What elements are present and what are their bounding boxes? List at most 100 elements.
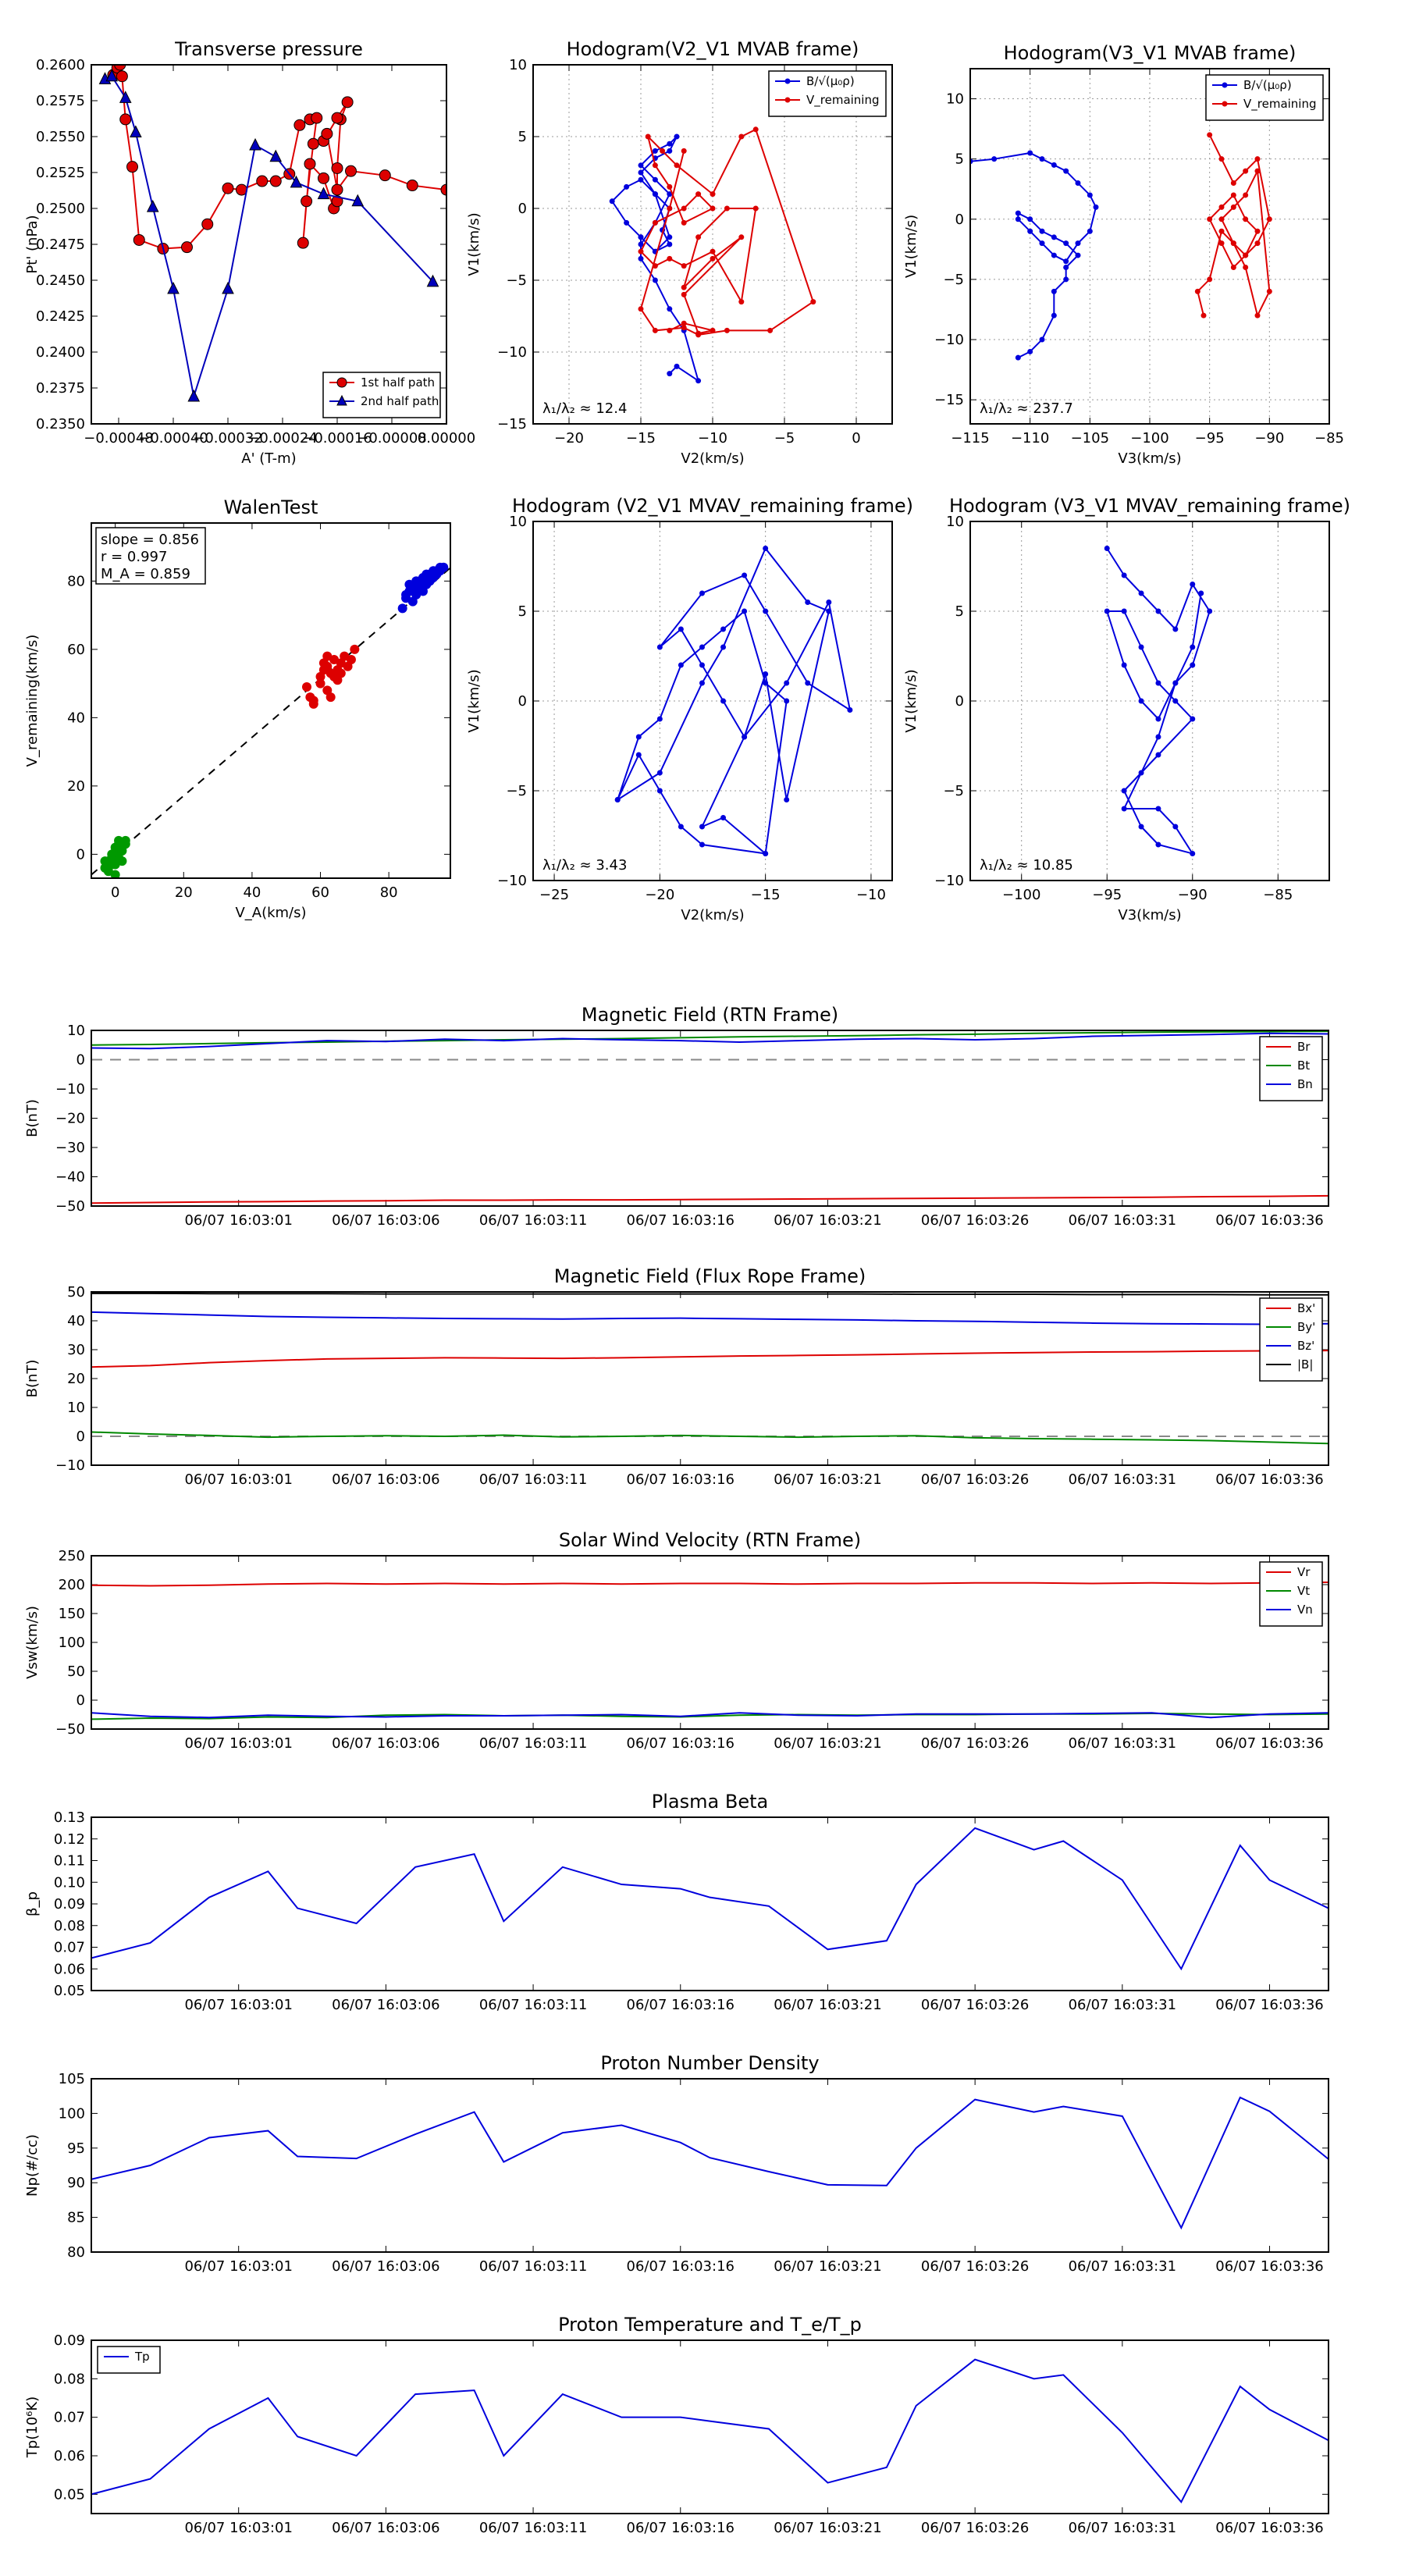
data-point <box>146 200 159 212</box>
y-tick-label: 10 <box>946 514 964 530</box>
series-0 <box>100 835 130 878</box>
y-tick-label: 60 <box>67 642 85 658</box>
data-point <box>426 274 439 287</box>
y-axis-label: B(nT) <box>24 1360 41 1398</box>
data-point <box>667 191 673 197</box>
data-point <box>805 600 811 605</box>
y-tick-label: 0 <box>955 212 964 228</box>
y-tick-label: −5 <box>506 783 527 799</box>
data-point <box>117 846 127 856</box>
data-point <box>1051 162 1057 168</box>
data-point <box>1243 192 1249 198</box>
data-point <box>667 205 673 212</box>
data-point <box>119 113 132 126</box>
series-3 <box>91 1292 1329 1296</box>
data-point <box>1218 216 1225 222</box>
legend-label: V_remaining <box>1243 97 1317 112</box>
chart-title: Magnetic Field (RTN Frame) <box>582 1004 838 1026</box>
x-tick-label: −5 <box>774 430 795 447</box>
x-tick-label: 06/07 16:03:11 <box>479 1471 587 1488</box>
data-point <box>1207 276 1213 283</box>
data-point <box>681 263 687 269</box>
y-tick-label: 0.2575 <box>36 93 85 109</box>
data-point <box>1254 240 1261 247</box>
data-point <box>293 119 306 131</box>
x-tick-label: −0.00048 <box>84 430 154 447</box>
series-0 <box>91 1194 1329 1204</box>
y-tick-label: 0.2550 <box>36 129 85 145</box>
y-tick-label: 0.13 <box>54 1809 85 1826</box>
data-point <box>1207 216 1213 222</box>
plot-frame <box>91 1030 1329 1207</box>
y-tick-label: 20 <box>67 778 85 795</box>
x-tick-label: 06/07 16:03:31 <box>1069 2520 1176 2536</box>
y-tick-label: 0.2350 <box>36 416 85 432</box>
plot-frame <box>969 68 1330 425</box>
x-tick-label: 06/07 16:03:21 <box>774 1735 881 1752</box>
data-point <box>1155 841 1161 848</box>
x-tick-label: 60 <box>311 884 329 901</box>
x-tick-label: 06/07 16:03:16 <box>627 1212 735 1229</box>
x-tick-label: 06/07 16:03:26 <box>921 1212 1029 1229</box>
data-point <box>681 148 687 154</box>
series-line <box>91 1350 1329 1368</box>
x-tick-label: −105 <box>1071 430 1109 447</box>
data-point <box>1218 240 1225 247</box>
x-tick-label: 0.00000 <box>418 430 475 447</box>
y-tick-label: 0 <box>518 693 527 710</box>
x-tick-label: −100 <box>1130 430 1168 447</box>
series-line <box>91 1827 1329 1971</box>
data-point <box>1172 824 1179 830</box>
data-point <box>678 824 684 830</box>
data-point <box>1190 644 1196 650</box>
data-point <box>133 233 145 246</box>
y-axis-label: V1(km/s) <box>466 212 482 276</box>
data-point <box>767 327 774 333</box>
y-tick-label: −10 <box>497 873 527 889</box>
data-point <box>1121 788 1127 794</box>
data-point <box>678 662 684 668</box>
data-point <box>351 194 365 207</box>
y-tick-label: −10 <box>934 873 964 889</box>
stats-text: r = 0.997 <box>101 549 167 565</box>
y-axis-label: β_p <box>24 1891 41 1916</box>
series-line <box>91 1292 1329 1296</box>
data-point <box>406 180 418 192</box>
y-axis-label: V1(km/s) <box>903 669 919 732</box>
x-tick-label: −85 <box>1263 887 1293 903</box>
plot-frame <box>91 64 447 425</box>
data-point <box>784 698 790 704</box>
chart-title: Hodogram (V2_V1 MVAV_remaining frame) <box>512 495 913 517</box>
y-tick-label: 10 <box>946 91 964 108</box>
y-tick-label: −50 <box>55 1721 85 1738</box>
data-point <box>1027 348 1033 354</box>
x-tick-label: −0.00024 <box>247 430 318 447</box>
data-point <box>297 237 309 249</box>
series-line <box>91 1311 1329 1325</box>
chart-mag_fluxrope: Magnetic Field (Flux Rope Frame) 06/07 16… <box>24 1265 1329 1488</box>
stats-text: slope = 0.856 <box>101 532 199 548</box>
data-point <box>667 183 673 190</box>
data-point <box>346 655 356 664</box>
data-point <box>738 133 745 140</box>
data-point <box>681 219 687 226</box>
data-point <box>336 668 346 678</box>
data-point <box>652 176 658 183</box>
data-point <box>720 626 727 632</box>
series-0 <box>970 150 1099 361</box>
series-0 <box>91 1350 1329 1368</box>
data-point <box>1015 216 1021 222</box>
chart-hodogram_v2v1_mvav: Hodogram (V2_V1 MVAV_remaining frame) −25… <box>466 495 913 923</box>
data-point <box>1230 180 1236 187</box>
legend-label: Bz' <box>1297 1339 1314 1353</box>
data-point <box>667 234 673 240</box>
series-2 <box>397 562 449 614</box>
data-point <box>695 191 702 197</box>
data-point <box>1104 546 1110 551</box>
legend-marker <box>1222 101 1228 107</box>
legend-marker <box>336 377 347 388</box>
x-tick-label: 06/07 16:03:21 <box>774 1997 881 2013</box>
series-0 <box>91 2096 1329 2230</box>
legend-label: Vn <box>1297 1603 1313 1617</box>
y-tick-label: 200 <box>59 1577 85 1593</box>
